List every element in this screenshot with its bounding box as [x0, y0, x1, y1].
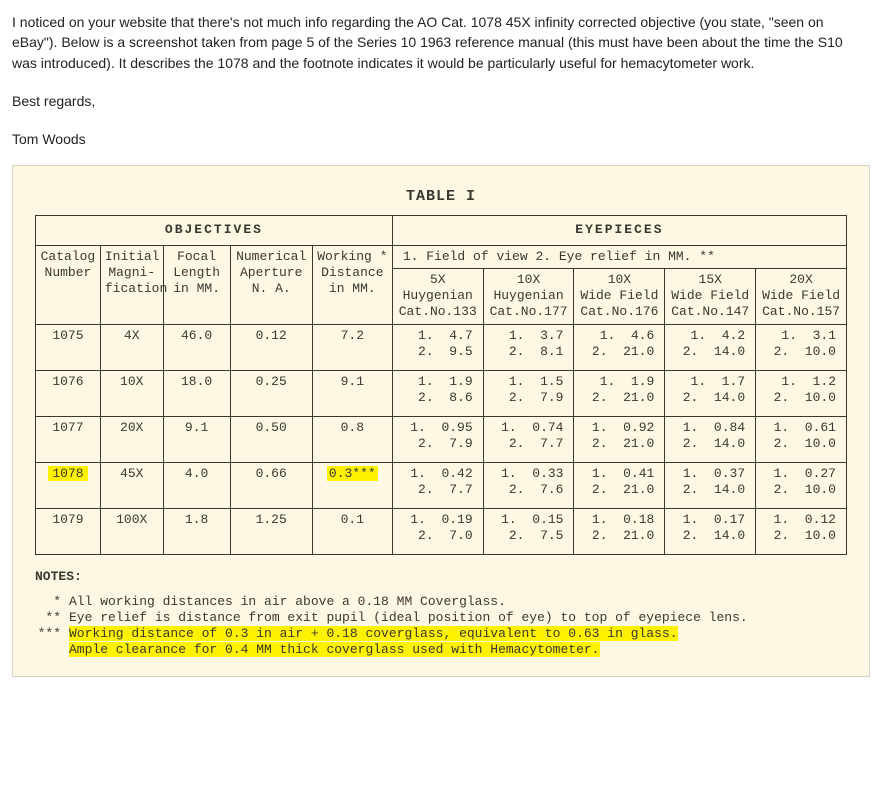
cell-working-distance: 9.1 [312, 370, 392, 416]
eyepiece-legend: 1. Field of view 2. Eye relief in MM. ** [392, 245, 846, 268]
table-row: 107720X9.10.500.81. 0.952. 7.91. 0.742. … [36, 416, 847, 462]
col-working-distance: Working *Distancein MM. [312, 245, 392, 324]
table-1: OBJECTIVES EYEPIECES CatalogNumber Initi… [35, 215, 847, 554]
cell-numerical-aperture: 1.25 [230, 508, 312, 554]
cell-eyepiece: 1. 1.52. 7.9 [483, 370, 574, 416]
cell-magnification: 20X [100, 416, 163, 462]
eyepiece-column: 5XHuygenianCat.No.133 [392, 268, 483, 324]
cell-eyepiece: 1. 0.122. 10.0 [756, 508, 847, 554]
cell-eyepiece: 1. 0.412. 21.0 [574, 462, 665, 508]
cell-catalog: 1078 [36, 462, 101, 508]
cell-eyepiece: 1. 4.62. 21.0 [574, 324, 665, 370]
cell-eyepiece: 1. 1.92. 8.6 [392, 370, 483, 416]
cell-eyepiece: 1. 0.742. 7.7 [483, 416, 574, 462]
cell-eyepiece: 1. 3.72. 8.1 [483, 324, 574, 370]
cell-eyepiece: 1. 0.372. 14.0 [665, 462, 756, 508]
intro-signoff: Best regards, [12, 91, 870, 111]
cell-eyepiece: 1. 0.172. 14.0 [665, 508, 756, 554]
table-notes: NOTES: *All working distances in air abo… [35, 569, 847, 657]
cell-magnification: 10X [100, 370, 163, 416]
cell-eyepiece: 1. 0.422. 7.7 [392, 462, 483, 508]
cell-focal-length: 18.0 [163, 370, 230, 416]
cell-magnification: 4X [100, 324, 163, 370]
cell-working-distance: 0.1 [312, 508, 392, 554]
col-magnification: InitialMagni-fication [100, 245, 163, 324]
cell-eyepiece: 1. 0.272. 10.0 [756, 462, 847, 508]
cell-focal-length: 46.0 [163, 324, 230, 370]
cell-numerical-aperture: 0.12 [230, 324, 312, 370]
table-row: 107610X18.00.259.11. 1.92. 8.61. 1.52. 7… [36, 370, 847, 416]
note-text: Working distance of 0.3 in air + 0.18 co… [69, 626, 847, 641]
cell-catalog: 1079 [36, 508, 101, 554]
eyepiece-column: 10XWide FieldCat.No.176 [574, 268, 665, 324]
table-row: 10754X46.00.127.21. 4.72. 9.51. 3.72. 8.… [36, 324, 847, 370]
cell-eyepiece: 1. 1.22. 10.0 [756, 370, 847, 416]
cell-working-distance: 0.8 [312, 416, 392, 462]
cell-eyepiece: 1. 0.612. 10.0 [756, 416, 847, 462]
cell-working-distance: 7.2 [312, 324, 392, 370]
cell-numerical-aperture: 0.50 [230, 416, 312, 462]
note-row: **Eye relief is distance from exit pupil… [35, 610, 847, 625]
table-row: 107845X4.00.660.3***1. 0.422. 7.71. 0.33… [36, 462, 847, 508]
cell-eyepiece: 1. 0.952. 7.9 [392, 416, 483, 462]
table-title: TABLE I [35, 188, 847, 205]
cell-focal-length: 9.1 [163, 416, 230, 462]
table-row: 1079100X1.81.250.11. 0.192. 7.01. 0.152.… [36, 508, 847, 554]
manual-scan: TABLE I OBJECTIVES EYEPIECES CatalogNumb… [12, 165, 870, 676]
eyepiece-column: 10XHuygenianCat.No.177 [483, 268, 574, 324]
note-text: Eye relief is distance from exit pupil (… [69, 610, 847, 625]
cell-catalog: 1076 [36, 370, 101, 416]
cell-eyepiece: 1. 4.22. 14.0 [665, 324, 756, 370]
cell-eyepiece: 1. 1.92. 21.0 [574, 370, 665, 416]
eyepiece-column: 15XWide FieldCat.No.147 [665, 268, 756, 324]
note-row: Ample clearance for 0.4 MM thick covergl… [35, 642, 847, 657]
note-symbol: * [35, 594, 69, 609]
col-focal-length: FocalLengthin MM. [163, 245, 230, 324]
cell-eyepiece: 1. 0.922. 21.0 [574, 416, 665, 462]
col-numerical-aperture: NumericalApertureN. A. [230, 245, 312, 324]
eyepiece-column: 20XWide FieldCat.No.157 [756, 268, 847, 324]
cell-numerical-aperture: 0.66 [230, 462, 312, 508]
cell-eyepiece: 1. 0.182. 21.0 [574, 508, 665, 554]
cell-eyepiece: 1. 0.152. 7.5 [483, 508, 574, 554]
intro-paragraph: I noticed on your website that there's n… [12, 12, 870, 73]
cell-working-distance: 0.3*** [312, 462, 392, 508]
table-body: 10754X46.00.127.21. 4.72. 9.51. 3.72. 8.… [36, 324, 847, 554]
note-symbol: ** [35, 610, 69, 625]
cell-eyepiece: 1. 0.332. 7.6 [483, 462, 574, 508]
intro-name: Tom Woods [12, 129, 870, 149]
notes-title: NOTES: [35, 569, 847, 584]
note-symbol: *** [35, 626, 69, 641]
table-head: OBJECTIVES EYEPIECES CatalogNumber Initi… [36, 216, 847, 324]
cell-eyepiece: 1. 3.12. 10.0 [756, 324, 847, 370]
cell-numerical-aperture: 0.25 [230, 370, 312, 416]
eyepieces-group: EYEPIECES [392, 216, 846, 245]
note-text: Ample clearance for 0.4 MM thick covergl… [69, 642, 847, 657]
email-body: I noticed on your website that there's n… [12, 12, 870, 149]
col-catalog: CatalogNumber [36, 245, 101, 324]
cell-focal-length: 4.0 [163, 462, 230, 508]
cell-catalog: 1075 [36, 324, 101, 370]
note-text: All working distances in air above a 0.1… [69, 594, 847, 609]
cell-eyepiece: 1. 4.72. 9.5 [392, 324, 483, 370]
cell-magnification: 100X [100, 508, 163, 554]
objectives-group: OBJECTIVES [36, 216, 393, 245]
cell-focal-length: 1.8 [163, 508, 230, 554]
cell-magnification: 45X [100, 462, 163, 508]
note-row: ***Working distance of 0.3 in air + 0.18… [35, 626, 847, 641]
note-row: *All working distances in air above a 0.… [35, 594, 847, 609]
cell-catalog: 1077 [36, 416, 101, 462]
cell-eyepiece: 1. 1.72. 14.0 [665, 370, 756, 416]
cell-eyepiece: 1. 0.842. 14.0 [665, 416, 756, 462]
cell-eyepiece: 1. 0.192. 7.0 [392, 508, 483, 554]
